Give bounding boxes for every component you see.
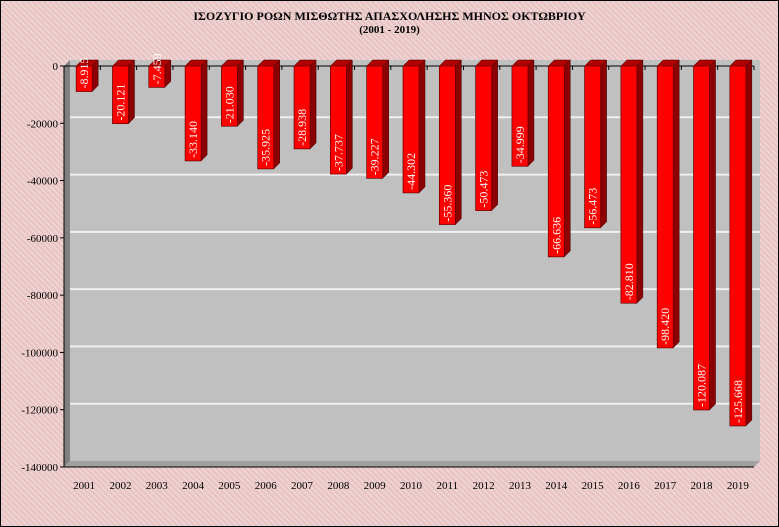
data-label: -7.459 xyxy=(150,53,164,84)
bar-2010 xyxy=(402,65,420,194)
chart-title: ΙΣΟΖΥΓΙΟ ΡΟΩΝ ΜΙΣΘΩΤΗΣ ΑΠΑΣΧΟΛΗΣΗΣ ΜΗΝΟΣ… xyxy=(193,9,586,23)
data-label: -125.668 xyxy=(731,380,745,423)
bar-2016 xyxy=(620,65,638,304)
data-label: -98.420 xyxy=(658,308,672,345)
data-label: -66.636 xyxy=(549,217,563,254)
bar-2015 xyxy=(584,65,601,229)
x-tick-label: 2019 xyxy=(727,480,750,492)
bar-side xyxy=(309,59,317,150)
y-tick-label: -40000 xyxy=(27,176,59,188)
bar-2009 xyxy=(366,65,384,179)
floor xyxy=(64,461,760,467)
data-label: -20.121 xyxy=(113,84,127,121)
bar-2011 xyxy=(438,65,456,225)
bar-side xyxy=(709,59,716,411)
bar-2005 xyxy=(221,65,238,127)
x-tick-label: 2016 xyxy=(618,480,641,492)
data-label: -55.360 xyxy=(440,185,454,222)
data-label: -82.810 xyxy=(622,263,636,300)
x-tick-label: 2003 xyxy=(146,480,169,492)
bar-2007 xyxy=(293,65,311,150)
x-tick-label: 2013 xyxy=(509,480,532,492)
data-label: -120.087 xyxy=(695,364,709,407)
data-label: -8.915 xyxy=(77,58,91,89)
bar-side xyxy=(382,59,389,179)
bar-2018 xyxy=(693,65,710,411)
data-label: -33.140 xyxy=(186,121,200,158)
bar-side xyxy=(346,59,353,175)
bar-2002 xyxy=(112,65,129,124)
y-tick-label: 0 xyxy=(53,61,59,73)
bar-side xyxy=(636,59,644,304)
y-tick-label: -20000 xyxy=(27,118,59,130)
data-label: -34.999 xyxy=(513,126,527,163)
x-tick-label: 2001 xyxy=(73,480,95,492)
data-label: -44.302 xyxy=(404,153,418,190)
y-tick-label: -140000 xyxy=(21,462,58,474)
data-label: -37.737 xyxy=(331,134,345,171)
bar-2003 xyxy=(148,65,166,88)
bar-2012 xyxy=(475,65,492,211)
data-label: -28.938 xyxy=(295,109,309,146)
data-label: -35.925 xyxy=(259,129,273,166)
data-label: -39.227 xyxy=(368,138,382,175)
bar-2019 xyxy=(729,65,747,427)
bar-side xyxy=(455,59,462,226)
bar-side xyxy=(237,59,244,127)
bar-side xyxy=(564,59,571,258)
side-wall xyxy=(64,60,70,467)
data-label: -56.473 xyxy=(586,188,600,225)
bar-2013 xyxy=(511,65,529,167)
bar-side xyxy=(491,59,498,212)
x-tick-label: 2002 xyxy=(109,480,131,492)
x-tick-label: 2010 xyxy=(400,480,423,492)
y-tick-label: -80000 xyxy=(27,290,59,302)
x-tick-label: 2015 xyxy=(582,480,605,492)
bar-side xyxy=(273,59,280,170)
x-tick-label: 2009 xyxy=(364,480,387,492)
bar-side xyxy=(200,59,208,162)
bar-side xyxy=(128,59,135,125)
bar-2004 xyxy=(184,65,202,162)
bar-side xyxy=(672,59,680,349)
x-tick-label: 2017 xyxy=(654,480,677,492)
y-tick-label: -120000 xyxy=(21,405,58,417)
chart-subtitle: (2001 - 2019) xyxy=(359,24,420,36)
bar-2017 xyxy=(656,65,674,349)
bar-2014 xyxy=(547,65,565,258)
x-tick-label: 2006 xyxy=(255,480,278,492)
data-label: -21.030 xyxy=(222,86,236,123)
x-tick-label: 2014 xyxy=(545,480,568,492)
x-tick-label: 2008 xyxy=(327,480,350,492)
bar-2001 xyxy=(75,65,93,92)
bar-2006 xyxy=(257,65,275,170)
bar-side xyxy=(418,59,426,194)
x-tick-label: 2007 xyxy=(291,480,314,492)
x-tick-label: 2011 xyxy=(437,480,459,492)
x-tick-label: 2005 xyxy=(218,480,241,492)
bar-side xyxy=(600,59,607,229)
x-tick-label: 2012 xyxy=(473,480,495,492)
data-label: -50.473 xyxy=(477,171,491,208)
bar-side xyxy=(527,59,535,167)
y-tick-label: -100000 xyxy=(21,347,58,359)
x-tick-label: 2018 xyxy=(691,480,714,492)
y-tick-label: -60000 xyxy=(27,233,59,245)
bar-side xyxy=(745,59,753,427)
bar-2008 xyxy=(330,65,347,175)
x-tick-label: 2004 xyxy=(182,480,205,492)
